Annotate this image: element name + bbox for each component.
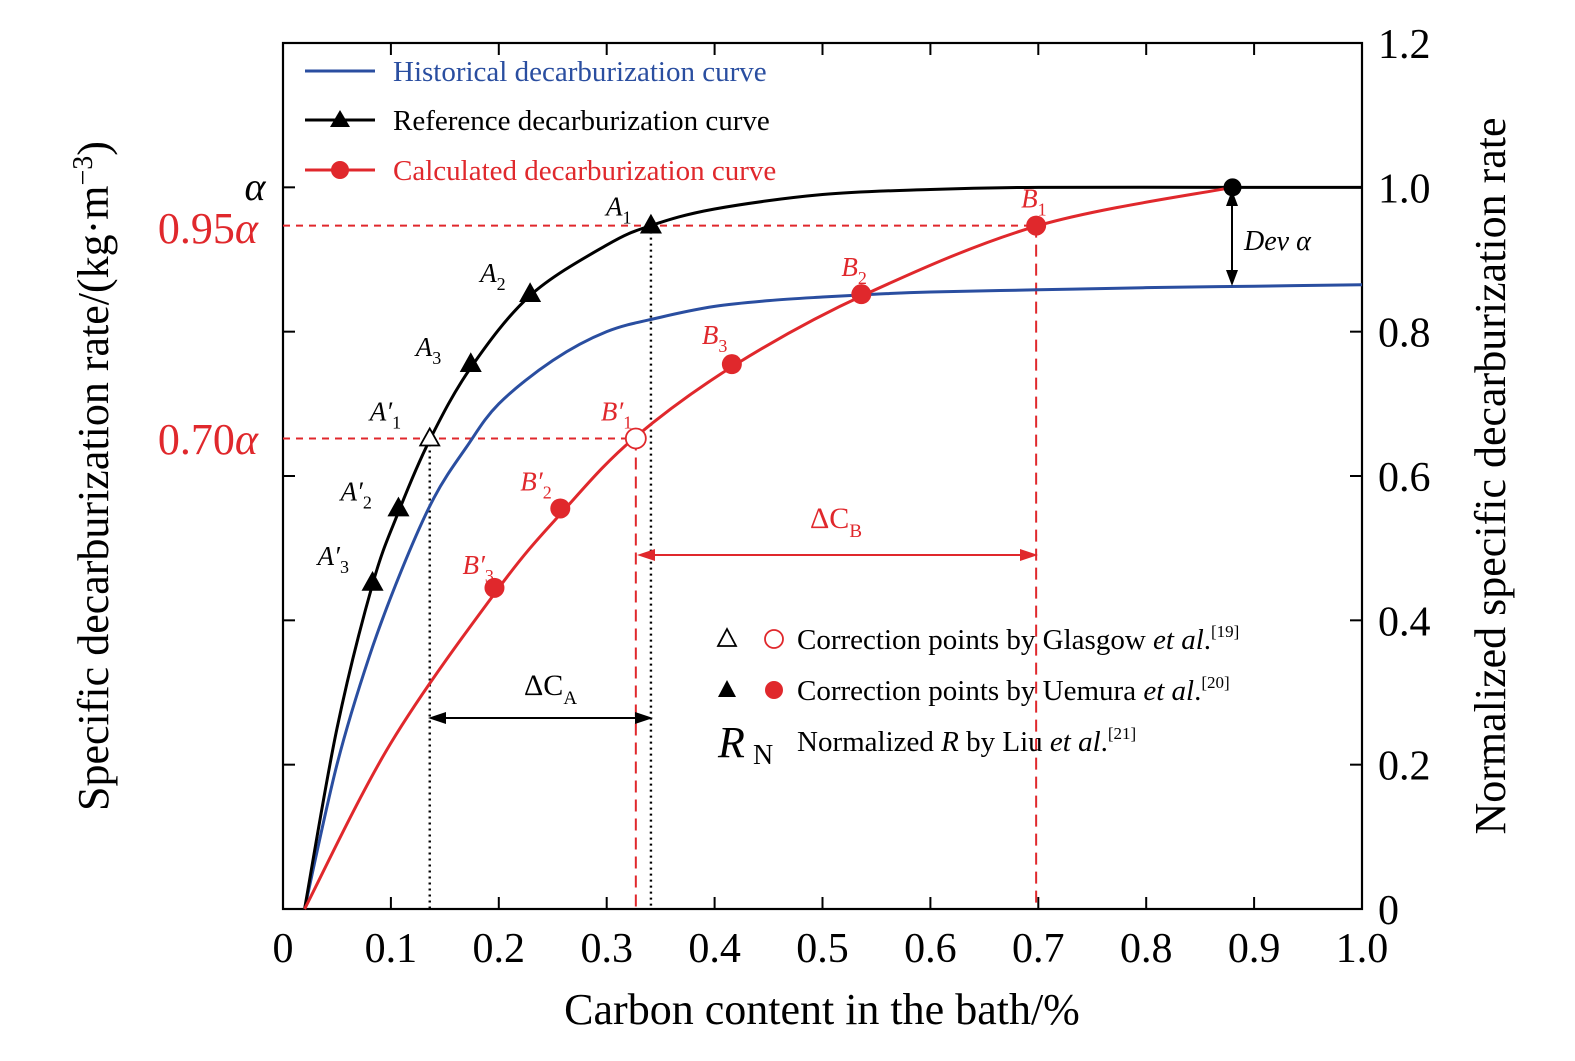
open-triangle-icon <box>716 627 738 647</box>
marker-label-b: B′2 <box>520 466 551 502</box>
guide-lines <box>283 224 1038 909</box>
legend-circle-icon <box>331 161 349 179</box>
marker-label-a: A′3 <box>316 541 349 577</box>
markers <box>361 178 1242 598</box>
legend2-liu: Normalized R by Liu et al.[21] <box>797 724 1136 758</box>
svg-text:ΔCA: ΔCA <box>524 669 577 709</box>
dev-alpha-label: Dev α <box>1243 226 1312 257</box>
marker-label-b: B3 <box>702 320 728 356</box>
x-axis-title: Carbon content in the bath/% <box>564 985 1080 1034</box>
circle-marker-open <box>624 427 647 450</box>
dev-alpha-annotation: Dev α <box>1226 190 1312 286</box>
correction-legend: Correction points by Glasgow et al.[19] … <box>716 622 1239 771</box>
filled-circle-icon <box>765 681 783 699</box>
legend-triangle-icon <box>330 110 350 127</box>
legend-label: Reference decarburization curve <box>393 105 770 137</box>
y-left-label-alpha: α <box>245 164 267 209</box>
svg-text:N: N <box>753 740 773 771</box>
x-tick-label: 0.4 <box>688 926 741 972</box>
legend2-glasgow: Correction points by Glasgow et al.[19] <box>797 622 1239 656</box>
marker-label-a: A3 <box>414 332 442 368</box>
triangle-marker <box>639 213 662 234</box>
marker-label-b: B′3 <box>462 550 493 586</box>
triangle-marker <box>418 426 441 447</box>
y-right-tick-labels: 0 0.2 0.4 0.6 0.8 1.0 1.2 <box>1378 22 1431 934</box>
historical-curve <box>303 283 1363 910</box>
circle-marker <box>1026 215 1047 236</box>
x-tick-label: 0.5 <box>796 926 849 972</box>
circle-marker <box>484 577 505 598</box>
legend: Historical decarburization curve Referenc… <box>305 56 776 187</box>
x-tick-label: 0.2 <box>473 926 526 972</box>
triangle-marker <box>519 282 542 303</box>
legend-label: Historical decarburization curve <box>393 56 767 88</box>
delta-ca-annotation: ΔCA <box>428 669 653 724</box>
y-left-axis-title: Specific decarburization rate/(kg·m−3) <box>68 141 118 811</box>
y-right-tick-label: 0.8 <box>1378 311 1431 357</box>
x-tick-label: 0.7 <box>1012 926 1065 972</box>
x-tick-label: 0.9 <box>1228 926 1281 972</box>
y-right-tick-label: 0.6 <box>1378 455 1431 501</box>
y-right-tick-label: 0 <box>1378 888 1399 934</box>
x-tick-label: 0.8 <box>1120 926 1173 972</box>
marker-label-a: A1 <box>604 192 632 228</box>
y-right-tick-label: 0.4 <box>1378 599 1431 645</box>
circle-marker <box>721 354 742 375</box>
calculated-curve <box>303 185 1233 910</box>
legend2-rn-symbol: R <box>717 718 745 767</box>
marker-label-b: B1 <box>1021 184 1047 220</box>
curves <box>303 185 1363 910</box>
y-right-tick-label: 1.2 <box>1378 22 1431 68</box>
open-circle-icon <box>764 629 784 649</box>
x-tick-label: 0.1 <box>365 926 418 972</box>
triangle-marker <box>459 352 482 373</box>
marker-label-b: B2 <box>841 252 867 288</box>
marker-label-a: A2 <box>478 258 506 294</box>
triangle-marker <box>361 570 384 591</box>
svg-text:ΔCB: ΔCB <box>810 502 862 542</box>
legend-label: Calculated decarburization curve <box>393 155 776 187</box>
y-left-label-095: 0.95α <box>158 204 259 253</box>
marker-label-a: A′1 <box>368 396 401 432</box>
y-right-tick-label: 0.2 <box>1378 744 1431 790</box>
marker-label-a: A′2 <box>338 476 371 512</box>
filled-triangle-icon <box>718 680 736 697</box>
legend2-uemura: Correction points by Uemura et al.[20] <box>797 673 1230 707</box>
marker-label-b: B′1 <box>601 396 632 432</box>
y-right-axis-title: Normalized specific decarburization rate <box>1466 117 1515 834</box>
x-tick-label: 0 <box>273 926 294 972</box>
y-right-tick-label: 1.0 <box>1378 166 1431 212</box>
y-left-label-070: 0.70α <box>158 415 259 464</box>
axis-ticks <box>282 42 1363 910</box>
marker-labels: A1 A2 A3 A′1 A′2 A′3 B1 B2 B3 B′1 B′2 B′3 <box>316 184 1047 586</box>
x-tick-labels: 0 0.1 0.2 0.3 0.4 0.5 0.6 0.7 0.8 0.9 1.0 <box>273 926 1389 972</box>
alpha-point <box>1223 178 1242 197</box>
x-tick-label: 0.3 <box>580 926 633 972</box>
delta-cb-annotation: ΔCB <box>637 502 1038 561</box>
triangle-marker <box>387 496 410 517</box>
circle-marker <box>550 498 571 519</box>
circle-marker <box>851 284 872 305</box>
x-tick-label: 0.6 <box>904 926 957 972</box>
x-tick-label: 1.0 <box>1336 926 1389 972</box>
